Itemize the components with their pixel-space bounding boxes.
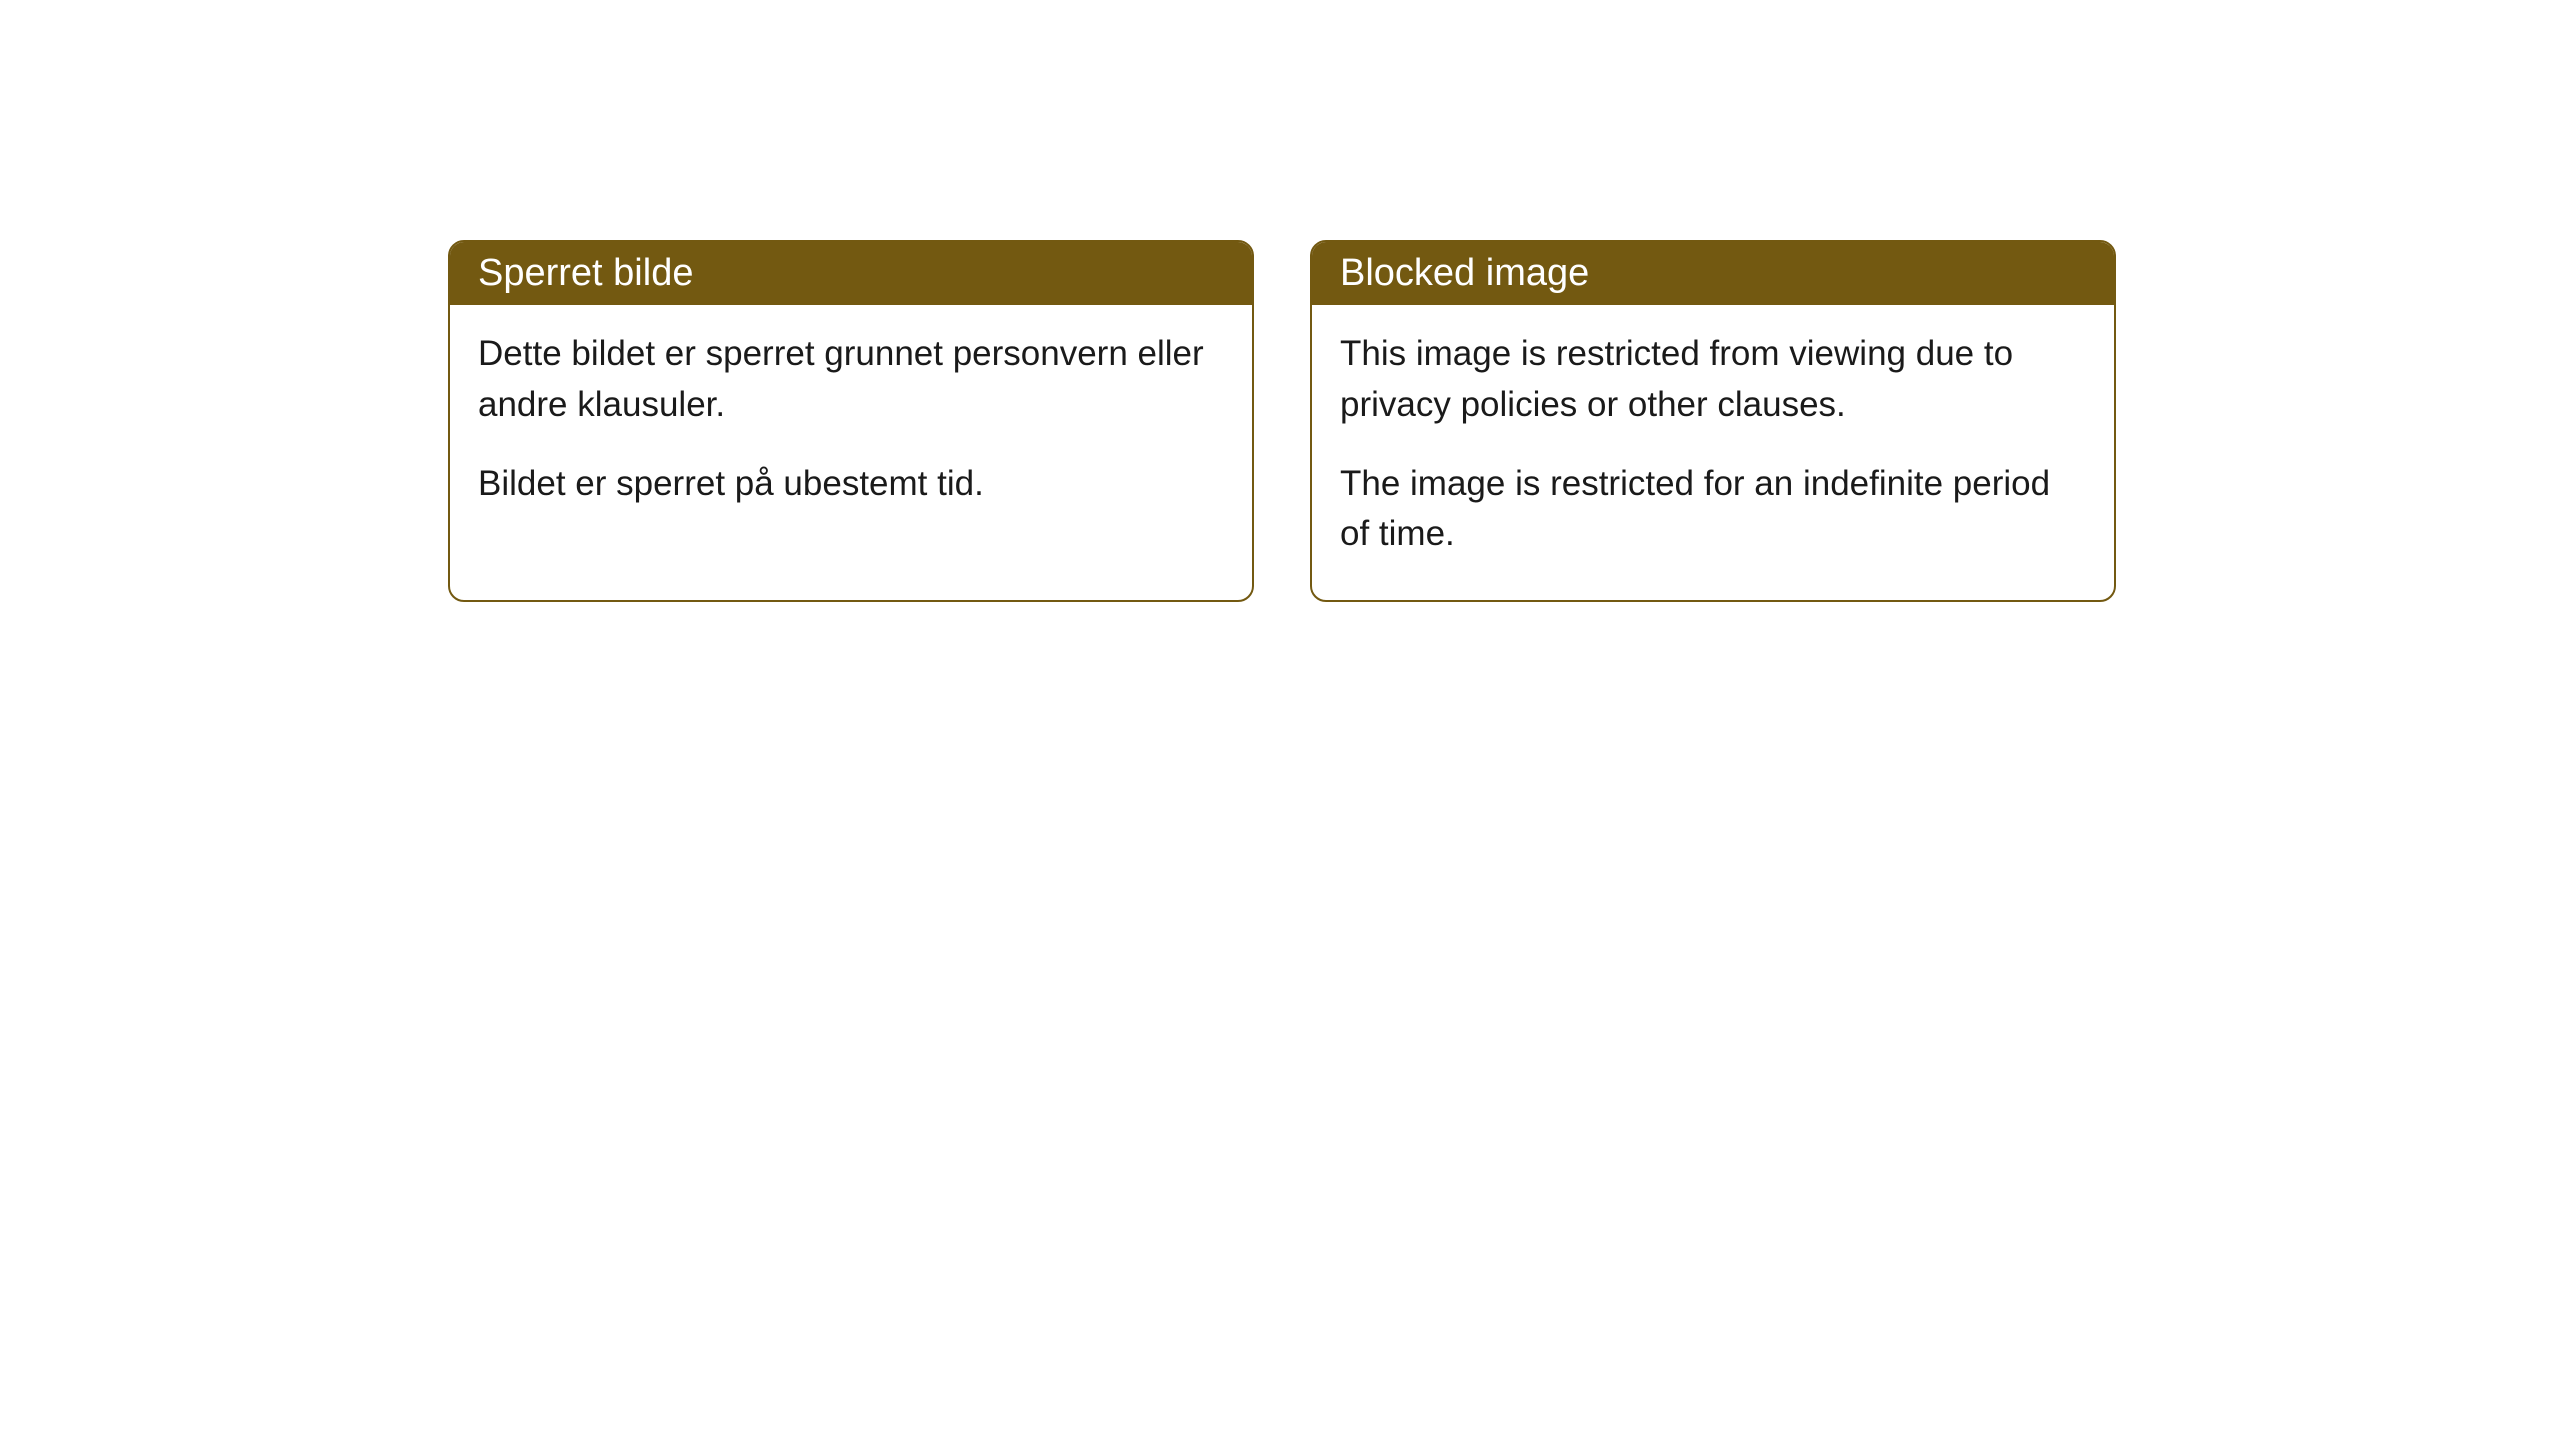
blocked-image-card-english: Blocked image This image is restricted f… — [1310, 240, 2116, 602]
card-paragraph: This image is restricted from viewing du… — [1340, 329, 2086, 431]
card-paragraph: Bildet er sperret på ubestemt tid. — [478, 459, 1224, 510]
card-paragraph: The image is restricted for an indefinit… — [1340, 459, 2086, 561]
card-header: Sperret bilde — [450, 242, 1252, 305]
card-title: Blocked image — [1340, 252, 1589, 294]
card-paragraph: Dette bildet er sperret grunnet personve… — [478, 329, 1224, 431]
card-body: Dette bildet er sperret grunnet personve… — [450, 305, 1252, 549]
notice-container: Sperret bilde Dette bildet er sperret gr… — [448, 240, 2116, 602]
card-title: Sperret bilde — [478, 252, 693, 294]
blocked-image-card-norwegian: Sperret bilde Dette bildet er sperret gr… — [448, 240, 1254, 602]
card-header: Blocked image — [1312, 242, 2114, 305]
card-body: This image is restricted from viewing du… — [1312, 305, 2114, 600]
